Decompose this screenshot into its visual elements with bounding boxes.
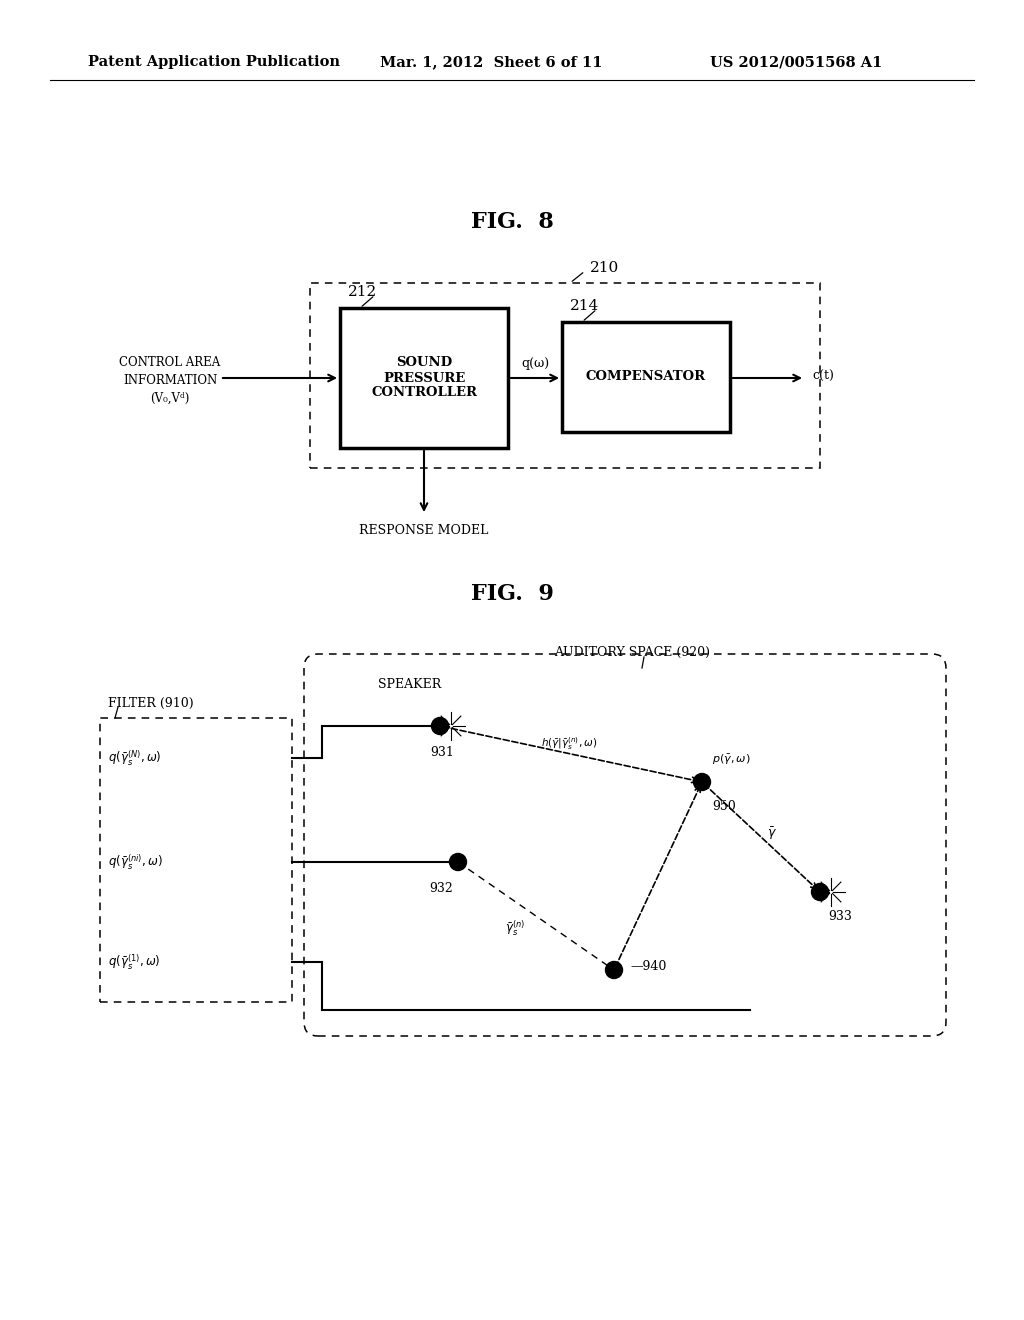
Text: $q(\bar{\gamma}_s^{(N)},\omega)$: $q(\bar{\gamma}_s^{(N)},\omega)$: [108, 748, 162, 768]
Text: COMPENSATOR: COMPENSATOR: [586, 371, 707, 384]
Circle shape: [605, 961, 623, 978]
Text: FIG.  9: FIG. 9: [471, 583, 553, 605]
Text: SPEAKER: SPEAKER: [378, 678, 441, 692]
Text: INFORMATION: INFORMATION: [123, 374, 217, 387]
FancyBboxPatch shape: [340, 308, 508, 447]
Text: 212: 212: [348, 285, 377, 300]
Text: 933: 933: [828, 909, 852, 923]
Text: AUDITORY SPACE (920): AUDITORY SPACE (920): [554, 645, 710, 659]
Text: c(t): c(t): [812, 370, 834, 383]
Text: 950: 950: [712, 800, 736, 813]
Text: $q(\bar{\gamma}_s^{(ni)},\omega)$: $q(\bar{\gamma}_s^{(ni)},\omega)$: [108, 853, 163, 871]
Text: $\bar{\gamma}$: $\bar{\gamma}$: [767, 826, 777, 842]
Text: Mar. 1, 2012  Sheet 6 of 11: Mar. 1, 2012 Sheet 6 of 11: [380, 55, 602, 69]
Text: CONTROL AREA: CONTROL AREA: [120, 355, 220, 368]
Text: $q(\bar{\gamma}_s^{(1)},\omega)$: $q(\bar{\gamma}_s^{(1)},\omega)$: [108, 952, 161, 972]
Text: q(ω): q(ω): [521, 358, 549, 371]
FancyBboxPatch shape: [562, 322, 730, 432]
Text: $p(\bar{\gamma},\omega)$: $p(\bar{\gamma},\omega)$: [712, 752, 751, 767]
Text: US 2012/0051568 A1: US 2012/0051568 A1: [710, 55, 883, 69]
Text: FIG.  8: FIG. 8: [471, 211, 553, 234]
Text: SOUND
PRESSURE
CONTROLLER: SOUND PRESSURE CONTROLLER: [371, 356, 477, 400]
Circle shape: [693, 774, 711, 791]
Bar: [310, 282, 820, 469]
Text: 932: 932: [429, 882, 453, 895]
Text: (V₀,Vᵈ): (V₀,Vᵈ): [151, 392, 189, 404]
Circle shape: [811, 883, 828, 900]
Text: 214: 214: [570, 300, 599, 313]
Text: 931: 931: [430, 746, 454, 759]
Text: 210: 210: [590, 261, 620, 275]
Circle shape: [450, 854, 467, 870]
Text: Patent Application Publication: Patent Application Publication: [88, 55, 340, 69]
Text: $\bar{\gamma}_s^{(n)}$: $\bar{\gamma}_s^{(n)}$: [505, 919, 525, 937]
Text: FILTER (910): FILTER (910): [108, 697, 194, 710]
Circle shape: [431, 718, 449, 734]
Text: —940: —940: [630, 960, 667, 973]
Text: $h(\bar{\gamma}|\bar{\gamma}_s^{(n)},\omega)$: $h(\bar{\gamma}|\bar{\gamma}_s^{(n)},\om…: [541, 735, 597, 752]
Text: RESPONSE MODEL: RESPONSE MODEL: [359, 524, 488, 536]
